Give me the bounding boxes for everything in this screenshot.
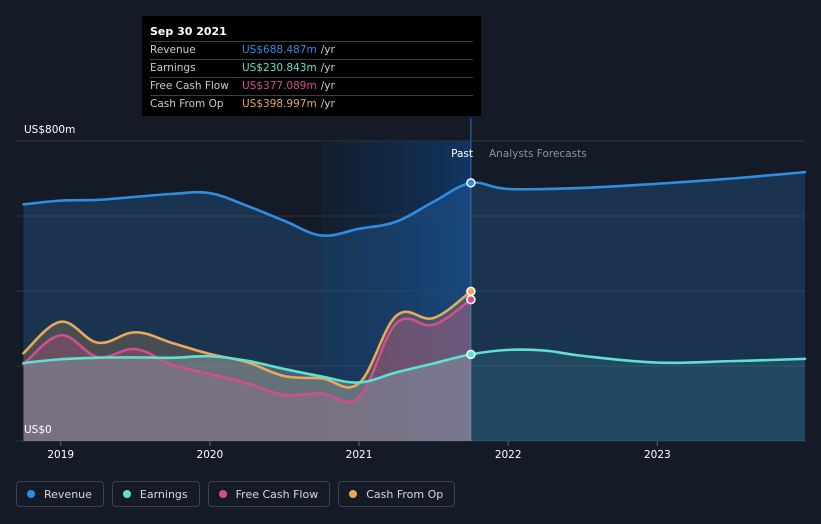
x-axis-ticks: 2019 2020 2021 2022 2023 bbox=[47, 441, 671, 461]
series-lines bbox=[22, 170, 807, 404]
past-label: Past bbox=[451, 148, 473, 160]
x-tick-label: 2020 bbox=[197, 449, 224, 461]
x-tick-label: 2021 bbox=[346, 449, 373, 461]
tooltip-value: US$377.089m bbox=[242, 80, 317, 92]
series-areas bbox=[23, 172, 806, 441]
earnings-point bbox=[466, 349, 476, 360]
tooltip-row-earnings: Earnings US$230.843m /yr bbox=[150, 59, 473, 77]
tooltip-value: US$688.487m bbox=[242, 44, 317, 56]
tooltip-row-revenue: Revenue US$688.487m /yr bbox=[150, 41, 473, 59]
chart-legend: Revenue Earnings Free Cash Flow Cash Fro… bbox=[16, 481, 456, 507]
legend-dot-icon bbox=[122, 490, 131, 498]
tooltip-unit: /yr bbox=[320, 44, 335, 56]
revenue-line bbox=[22, 170, 807, 238]
legend-label: Revenue bbox=[44, 487, 92, 501]
legend-dot-icon bbox=[349, 490, 358, 498]
tooltip-row-free-cash-flow: Free Cash Flow US$377.089m /yr bbox=[150, 77, 473, 95]
earnings-line bbox=[22, 348, 807, 384]
tooltip-label: Cash From Op bbox=[150, 98, 224, 110]
legend-item-earnings[interactable]: Earnings bbox=[111, 481, 200, 507]
legend-dot-icon bbox=[218, 490, 227, 498]
tooltip-row-cash-from-op: Cash From Op US$398.997m /yr bbox=[150, 95, 473, 113]
legend-dot-icon bbox=[27, 490, 35, 498]
revenue-area bbox=[23, 172, 806, 441]
legend-label: Cash From Op bbox=[366, 487, 444, 501]
free-cash-flow-area bbox=[23, 299, 471, 441]
tooltip-label: Revenue bbox=[150, 44, 196, 56]
tooltip-value: US$230.843m bbox=[242, 62, 317, 74]
free-cash-flow-point bbox=[466, 294, 476, 305]
tooltip-unit: /yr bbox=[320, 80, 335, 92]
analysts-forecasts-label: Analysts Forecasts bbox=[489, 148, 587, 160]
earnings-area bbox=[23, 349, 806, 441]
y-axis-top-label: US$800m bbox=[24, 124, 75, 136]
tooltip-unit: /yr bbox=[320, 98, 335, 110]
cash-from-op-point bbox=[466, 286, 476, 297]
chart-labels: US$800m US$0 Past Analysts Forecasts bbox=[24, 124, 587, 436]
cash-from-op-line bbox=[22, 290, 473, 389]
data-tooltip: Sep 30 2021 Revenue US$688.487m /yr Earn… bbox=[142, 16, 481, 116]
tooltip-label: Earnings bbox=[150, 62, 196, 74]
x-tick-label: 2019 bbox=[47, 449, 74, 461]
legend-label: Free Cash Flow bbox=[235, 487, 319, 501]
y-axis-bottom-label: US$0 bbox=[24, 424, 52, 436]
legend-item-revenue[interactable]: Revenue bbox=[16, 481, 104, 507]
legend-item-cash-from-op[interactable]: Cash From Op bbox=[338, 481, 456, 507]
earnings-past-area bbox=[23, 354, 471, 441]
x-tick-label: 2022 bbox=[495, 449, 522, 461]
tooltip-date: Sep 30 2021 bbox=[150, 25, 227, 38]
cash-from-op-area bbox=[23, 291, 471, 441]
tooltip-unit: /yr bbox=[320, 62, 335, 74]
legend-item-free-cash-flow[interactable]: Free Cash Flow bbox=[207, 481, 331, 507]
x-tick-label: 2023 bbox=[644, 449, 671, 461]
legend-label: Earnings bbox=[139, 487, 188, 501]
highlight-points bbox=[466, 178, 476, 360]
tooltip-label: Free Cash Flow bbox=[150, 80, 229, 92]
tooltip-value: US$398.997m bbox=[242, 98, 317, 110]
revenue-point bbox=[466, 178, 476, 188]
